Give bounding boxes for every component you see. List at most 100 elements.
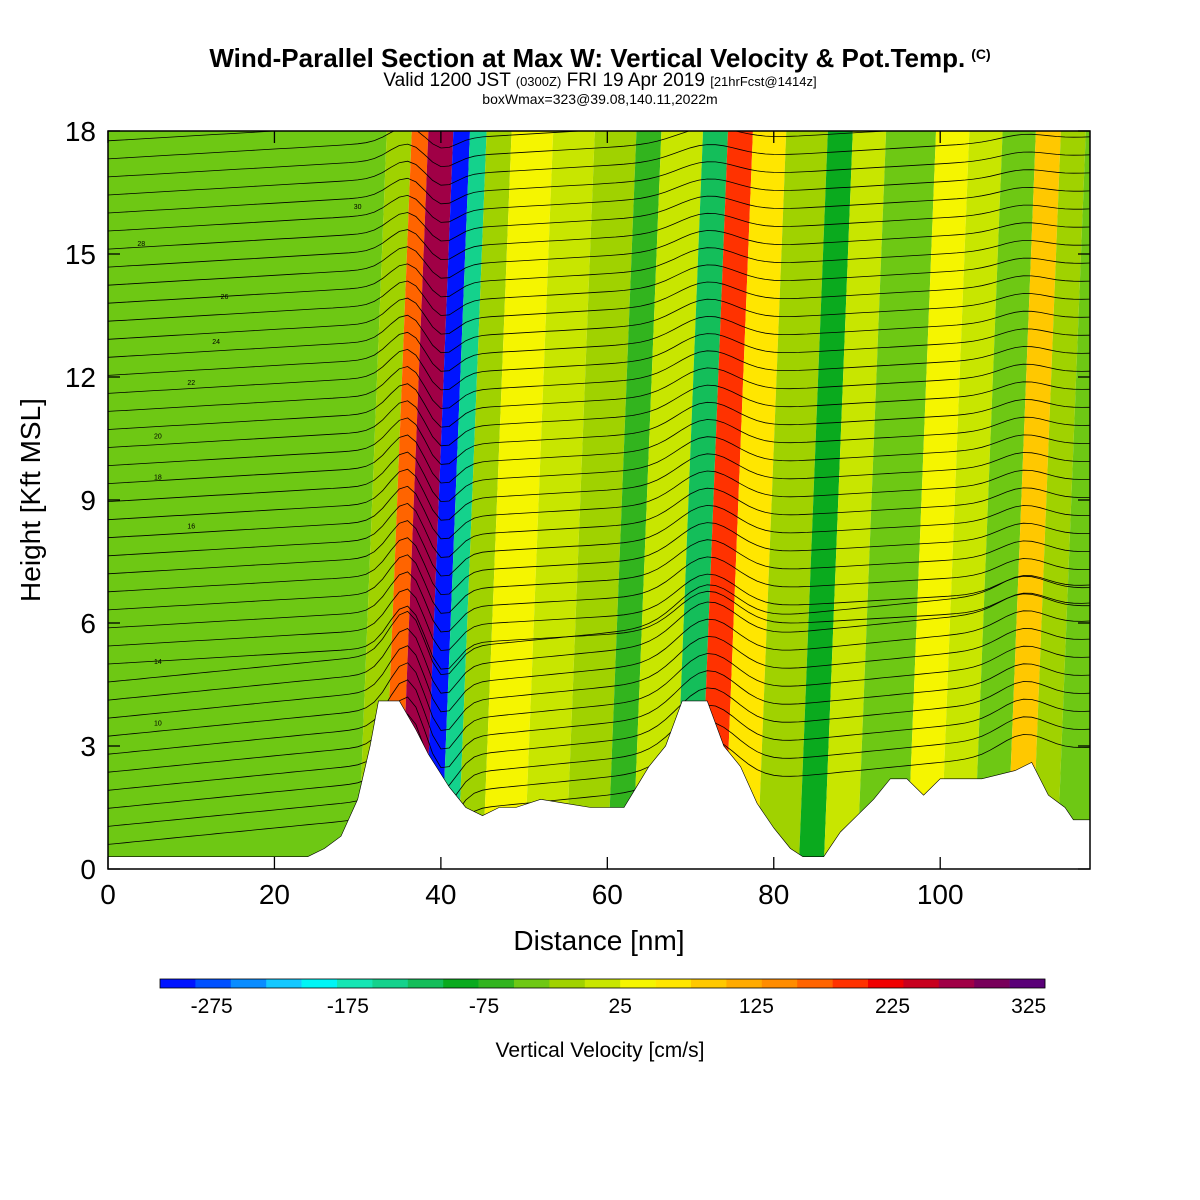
colorbar-tick-label: 225: [875, 995, 910, 1018]
colorbar-tick-label: -275: [191, 995, 233, 1018]
theta-contour: [108, 240, 1090, 304]
theta-contour: [108, 169, 1090, 232]
colorbar-swatch: [832, 979, 869, 988]
theta-contour-labels: 10 14 16 18 20 22 24 26 28 30: [137, 204, 361, 728]
theta-contour: [108, 363, 1090, 430]
colorbar-label: Vertical Velocity [cm/s]: [496, 1039, 705, 1062]
chart-title-text: Wind-Parallel Section at Max W: Vertical…: [209, 43, 966, 73]
theta-contour: [108, 310, 1090, 376]
contour-label: 24: [212, 339, 220, 346]
y-tick-label: 9: [80, 485, 96, 516]
colorbar-swatch: [301, 979, 338, 988]
velocity-band: [357, 131, 412, 869]
x-tick-label: 40: [425, 879, 456, 910]
x-tick-label: 0: [100, 879, 116, 910]
y-tick-label: 0: [80, 854, 96, 885]
x-tick-label: 20: [259, 879, 290, 910]
velocity-band: [399, 131, 454, 869]
theta-contour: [108, 504, 1090, 577]
colorbar-swatch: [549, 979, 586, 988]
contour-label: 20: [154, 434, 162, 441]
theta-contour: [108, 734, 1090, 845]
y-tick-label: 15: [65, 239, 96, 270]
chart-title: Wind-Parallel Section at Max W: Vertical…: [0, 43, 1200, 74]
y-axis: 0 3 6 9 12 15 18: [65, 116, 1090, 885]
colorbar-swatch: [514, 979, 550, 988]
colorbar-swatch: [337, 979, 373, 988]
theta-contour: [108, 539, 1090, 614]
velocity-field: [108, 131, 1090, 869]
theta-contour: [108, 663, 1090, 773]
theta-contour: [108, 556, 1090, 633]
colorbar-swatch: [1009, 979, 1046, 988]
theta-contour: [108, 416, 1090, 484]
colorbar-swatch: [620, 979, 656, 988]
theta-contour: [108, 381, 1090, 448]
contour-label: 14: [154, 659, 162, 666]
colorbar-swatch: [443, 979, 479, 988]
colorbar-swatch: [160, 979, 196, 988]
theta-contour: [108, 133, 1090, 196]
colorbar-swatch: [584, 979, 621, 988]
velocity-band: [565, 131, 637, 869]
theta-contour: [108, 452, 1090, 521]
theta-contour: [108, 592, 1090, 701]
colorbar-swatch: [691, 979, 727, 988]
colorbar-tick-label: -75: [469, 995, 499, 1018]
y-axis-label: Height [Kft MSL]: [15, 398, 46, 602]
y-tick-label: 18: [65, 116, 96, 147]
x-tick-label: 60: [592, 879, 623, 910]
velocity-band: [1031, 131, 1086, 869]
theta-contour: [108, 186, 1090, 250]
y-tick-label: 3: [80, 731, 96, 762]
velocity-band: [973, 131, 1036, 869]
info-line: boxWmax=323@39.08,140.11,2022m: [482, 91, 718, 107]
y-tick-label: 12: [65, 362, 96, 393]
terrain-mask: [107, 700, 1091, 870]
theta-contour: [108, 328, 1090, 394]
valid-prefix: Valid 1200 JST: [383, 70, 511, 91]
theta-contour: [108, 151, 1090, 214]
velocity-band: [482, 131, 554, 869]
theta-contour: [108, 487, 1090, 558]
theta-contour: [108, 222, 1090, 286]
theta-contour: [108, 628, 1090, 737]
x-tick-label: 80: [758, 879, 789, 910]
velocity-band: [940, 131, 1003, 869]
velocity-band: [1006, 131, 1061, 869]
colorbar-tick-label: -175: [327, 995, 369, 1018]
colorbar-swatch: [478, 979, 515, 988]
theta-contour: [108, 573, 1090, 651]
theta-contour: [108, 257, 1090, 322]
theta-contour: [108, 434, 1090, 503]
theta-contour: [108, 716, 1090, 827]
colorbar: [159, 978, 1046, 989]
theta-contour: [108, 131, 892, 178]
velocity-band: [607, 131, 662, 869]
x-axis: 0 20 40 60 80 100: [100, 131, 964, 910]
theta-contours: [108, 131, 1090, 845]
velocity-band: [823, 131, 887, 869]
colorbar-swatch: [195, 979, 232, 988]
velocity-band: [698, 131, 753, 869]
velocity-band: [108, 131, 387, 869]
theta-contour: [108, 698, 1090, 809]
colorbar-swatch: [868, 979, 904, 988]
y-tick-label: 6: [80, 608, 96, 639]
forecast-info: [21hrFcst@1414z]: [710, 74, 817, 89]
theta-contour: [108, 204, 1090, 268]
contour-label: 26: [221, 294, 229, 301]
contour-label: 30: [354, 204, 362, 211]
contour-label: 18: [154, 475, 162, 482]
colorbar-swatch: [761, 979, 798, 988]
theta-contour: [108, 645, 1090, 755]
contour-label: 22: [187, 380, 195, 387]
velocity-band: [457, 131, 512, 869]
theta-contour: [108, 293, 1090, 358]
colorbar-swatch: [230, 979, 267, 988]
theta-contour: [108, 131, 586, 160]
velocity-band: [440, 131, 487, 869]
theta-contour: [108, 469, 1090, 540]
theta-contour: [108, 681, 1090, 791]
